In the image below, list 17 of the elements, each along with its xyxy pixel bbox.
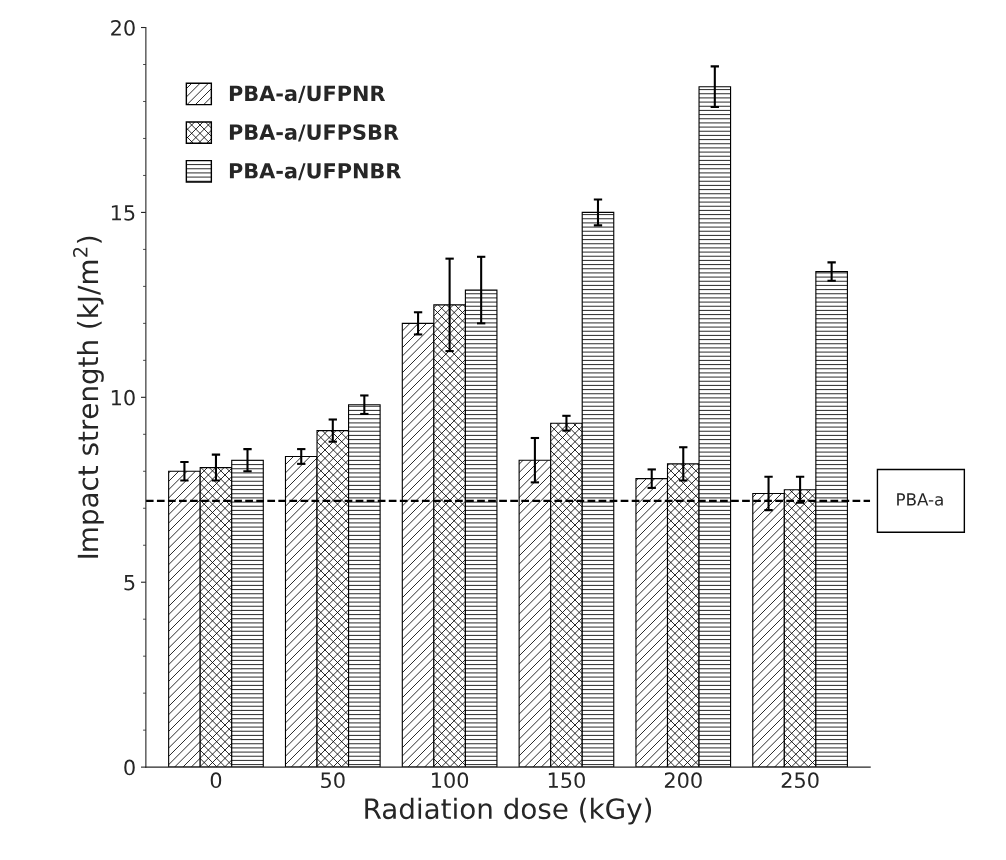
y-tick-label: 0 [124, 759, 135, 776]
y-tick-label: 20 [111, 19, 135, 36]
x-tick-label: 100 [432, 772, 469, 789]
x-tick-label: 150 [548, 772, 585, 789]
legend-label: PBA-a/UFPNR [229, 85, 386, 103]
x-tick-label: 250 [781, 772, 819, 789]
legend-label: PBA-a/UFPSBR [229, 124, 399, 142]
x-tick-label: 50 [321, 772, 345, 789]
y-axis-title: Impact strength (kJ/m$^{2}$) [72, 236, 104, 558]
y-tick-label: 10 [111, 389, 135, 406]
ref-line-label: PBA-a [897, 493, 943, 506]
y-tick-label: 5 [124, 574, 135, 591]
x-tick-label: 200 [664, 772, 702, 789]
x-tick-label: 0 [210, 772, 222, 789]
legend-label: PBA-a/UFPNBR [229, 163, 401, 181]
x-axis-title: Radiation dose (kGy) [365, 797, 652, 825]
y-tick-label: 15 [111, 205, 135, 221]
